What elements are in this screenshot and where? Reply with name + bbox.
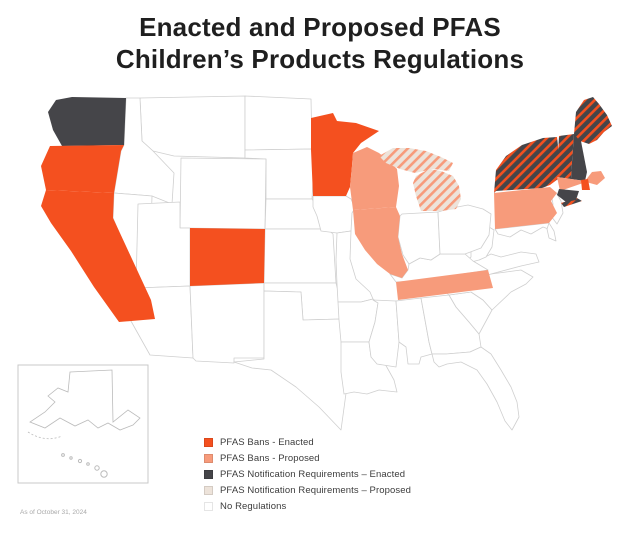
state-fl: [431, 346, 520, 431]
legend-label: PFAS Notification Requirements – Enacted: [220, 468, 406, 480]
legend-item-no-regulations: No Regulations: [204, 500, 411, 512]
page-title: Enacted and Proposed PFAS Children’s Pro…: [0, 12, 640, 75]
legend-swatch-notification-proposed: [204, 485, 213, 495]
state-mn: [311, 113, 379, 196]
state-co: [190, 228, 265, 286]
state-wy: [179, 157, 267, 230]
alaska-outline: [29, 369, 141, 431]
state-il: [353, 207, 408, 278]
states-layer: [41, 95, 612, 431]
title-line-2: Children’s Products Regulations: [115, 43, 525, 74]
state-nh: [571, 134, 587, 181]
hawaii-islands-outline: [61, 453, 108, 478]
state-mt: [139, 95, 246, 159]
legend-swatch-bans-proposed: [204, 453, 213, 463]
legend-item-notification-proposed: PFAS Notification Requirements – Propose…: [204, 484, 412, 496]
state-me: [574, 97, 612, 144]
state-ny: [494, 137, 582, 207]
state-nm: [189, 282, 265, 364]
legend-label: No Regulations: [220, 500, 287, 512]
legend-swatch-no-regulations: [204, 501, 213, 511]
state-ks: [263, 228, 337, 284]
state-ca: [41, 190, 155, 322]
state-nd: [244, 95, 313, 151]
state-oh: [437, 204, 492, 255]
state-ct: [557, 189, 579, 202]
as-of-date-note: As of October 31, 2024: [20, 509, 87, 516]
state-ri: [581, 179, 590, 190]
state-in: [397, 211, 441, 265]
title-line-1: Enacted and Proposed PFAS: [139, 12, 501, 42]
legend-label: PFAS Bans - Proposed: [220, 452, 320, 464]
state-mi: [379, 148, 461, 211]
state-tx: [233, 290, 367, 431]
state-de: [546, 222, 557, 242]
legend-label: PFAS Bans - Enacted: [220, 436, 314, 448]
state-vt: [557, 134, 574, 179]
state-ma: [557, 171, 605, 191]
state-wa: [48, 97, 126, 146]
state-pa: [494, 187, 557, 229]
alaska-hawaii-inset: [17, 364, 149, 484]
legend-swatch-notification-enacted: [204, 469, 213, 479]
aleutian-islands-outline: [27, 431, 63, 440]
legend-label: PFAS Notification Requirements – Propose…: [220, 484, 412, 496]
legend-item-bans-proposed: PFAS Bans - Proposed: [204, 452, 411, 464]
map-legend: PFAS Bans - Enacted PFAS Bans - Proposed…: [204, 437, 411, 517]
legend-item-bans-enacted: PFAS Bans - Enacted: [204, 436, 411, 448]
legend-swatch-bans-enacted: [204, 437, 213, 447]
legend-item-notification-enacted: PFAS Notification Requirements – Enacted: [204, 468, 411, 480]
state-tn: [396, 270, 493, 300]
state-or: [41, 145, 124, 193]
